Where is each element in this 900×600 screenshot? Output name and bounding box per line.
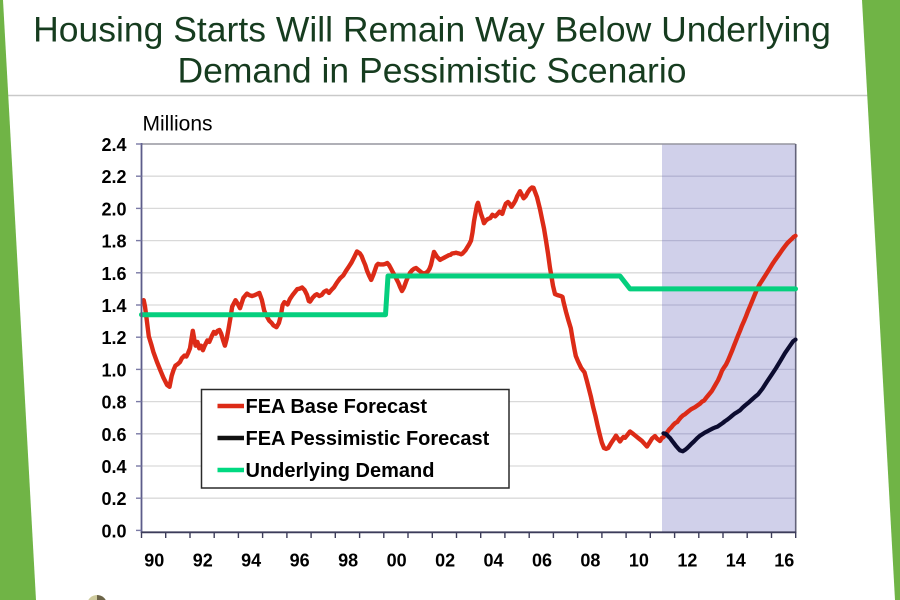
- svg-text:96: 96: [290, 551, 310, 571]
- svg-text:0.8: 0.8: [101, 393, 126, 413]
- svg-text:12: 12: [677, 551, 697, 571]
- svg-text:06: 06: [532, 551, 552, 571]
- svg-text:00: 00: [387, 551, 407, 571]
- svg-text:1.4: 1.4: [101, 296, 126, 316]
- svg-text:2.2: 2.2: [101, 167, 126, 187]
- svg-text:08: 08: [580, 551, 600, 571]
- svg-text:2.0: 2.0: [101, 199, 126, 219]
- svg-text:90: 90: [144, 551, 164, 571]
- svg-text:02: 02: [435, 551, 455, 571]
- svg-text:2.4: 2.4: [101, 135, 126, 155]
- svg-text:94: 94: [241, 551, 261, 571]
- svg-text:0.6: 0.6: [101, 425, 126, 445]
- svg-text:0.0: 0.0: [101, 521, 126, 541]
- svg-text:0.4: 0.4: [101, 457, 126, 477]
- svg-text:Housing Starts Will Remain Way: Housing Starts Will Remain Way Below Und…: [33, 10, 831, 50]
- svg-text:FEA Pessimistic Forecast: FEA Pessimistic Forecast: [246, 428, 490, 450]
- svg-text:FEA Base Forecast: FEA Base Forecast: [246, 396, 428, 418]
- svg-text:0.2: 0.2: [101, 489, 126, 509]
- svg-text:1.2: 1.2: [101, 328, 126, 348]
- svg-text:1.6: 1.6: [101, 264, 126, 284]
- svg-text:1.8: 1.8: [101, 232, 126, 252]
- svg-text:10: 10: [629, 551, 649, 571]
- svg-text:92: 92: [193, 551, 213, 571]
- svg-text:Millions: Millions: [143, 113, 213, 136]
- svg-text:14: 14: [726, 551, 746, 571]
- svg-text:16: 16: [774, 551, 794, 571]
- svg-text:98: 98: [338, 551, 358, 571]
- svg-text:Demand in Pessimistic Scenario: Demand in Pessimistic Scenario: [177, 51, 686, 91]
- svg-text:1.0: 1.0: [101, 360, 126, 380]
- svg-text:Underlying Demand: Underlying Demand: [246, 460, 435, 482]
- svg-text:04: 04: [483, 551, 503, 571]
